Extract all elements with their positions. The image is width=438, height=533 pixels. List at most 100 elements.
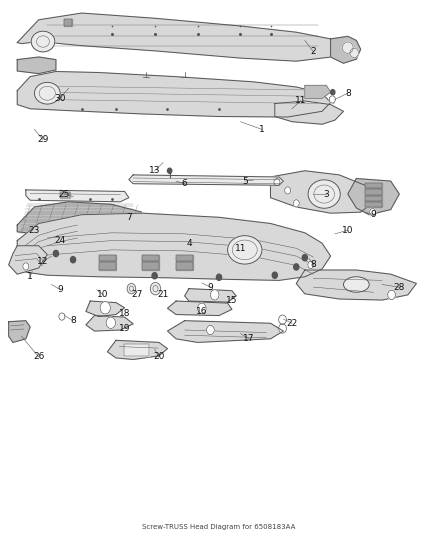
Circle shape [293, 200, 299, 207]
Text: 9: 9 [208, 282, 213, 292]
Text: 9: 9 [371, 210, 376, 219]
Text: 11: 11 [295, 96, 306, 106]
Bar [99, 255, 116, 261]
Polygon shape [17, 202, 142, 234]
Circle shape [198, 303, 206, 313]
Polygon shape [348, 179, 399, 215]
Bar [365, 189, 382, 195]
Text: 16: 16 [196, 307, 208, 316]
Text: 2: 2 [311, 47, 316, 56]
Polygon shape [185, 289, 236, 302]
Polygon shape [17, 71, 331, 117]
Ellipse shape [350, 49, 358, 58]
Circle shape [207, 325, 214, 335]
Text: 13: 13 [149, 166, 160, 175]
Polygon shape [17, 57, 56, 74]
Bar [64, 19, 72, 26]
Polygon shape [331, 36, 360, 63]
Polygon shape [275, 101, 343, 124]
Text: 26: 26 [33, 352, 44, 361]
Text: 1: 1 [259, 125, 265, 134]
Bar [99, 255, 116, 261]
Circle shape [294, 264, 299, 270]
Text: 23: 23 [29, 226, 40, 235]
Text: 9: 9 [57, 285, 63, 294]
Circle shape [331, 90, 335, 95]
Text: 27: 27 [132, 290, 143, 300]
Circle shape [370, 208, 376, 216]
Bar [99, 262, 116, 270]
Bar [365, 196, 382, 201]
Ellipse shape [343, 277, 369, 292]
Polygon shape [9, 321, 30, 342]
Circle shape [59, 313, 65, 320]
Polygon shape [17, 13, 339, 61]
Circle shape [167, 168, 172, 173]
Text: 18: 18 [119, 310, 131, 319]
Circle shape [53, 251, 58, 256]
Circle shape [216, 274, 222, 280]
Circle shape [210, 290, 219, 300]
Circle shape [127, 284, 136, 294]
Polygon shape [86, 301, 124, 317]
Polygon shape [271, 171, 374, 213]
Polygon shape [86, 316, 133, 331]
Text: 3: 3 [323, 190, 329, 198]
Text: 12: 12 [37, 257, 49, 266]
Ellipse shape [343, 42, 353, 53]
Text: 24: 24 [55, 236, 66, 245]
Circle shape [100, 302, 110, 314]
Bar [142, 255, 159, 261]
Bar [176, 262, 193, 270]
Bar [176, 255, 193, 261]
Ellipse shape [308, 180, 340, 208]
Bar [142, 262, 159, 270]
Polygon shape [107, 341, 167, 359]
Polygon shape [305, 85, 331, 99]
Text: 17: 17 [243, 334, 255, 343]
Text: 10: 10 [342, 226, 353, 235]
Text: 6: 6 [182, 179, 187, 188]
Bar [142, 255, 159, 261]
Circle shape [279, 324, 286, 333]
Text: 10: 10 [97, 290, 109, 300]
Circle shape [329, 96, 336, 103]
Text: 8: 8 [345, 88, 351, 98]
Text: 21: 21 [158, 290, 169, 300]
Polygon shape [129, 175, 283, 185]
Circle shape [274, 179, 280, 186]
Text: 8: 8 [70, 316, 76, 325]
Bar [176, 255, 193, 261]
Circle shape [285, 187, 291, 194]
Circle shape [71, 256, 76, 263]
Bar [64, 19, 72, 26]
Text: 11: 11 [235, 244, 246, 253]
Text: 28: 28 [394, 282, 405, 292]
Bar [60, 192, 70, 198]
Polygon shape [17, 213, 331, 280]
Polygon shape [9, 246, 47, 274]
Circle shape [106, 317, 116, 328]
Polygon shape [296, 270, 417, 300]
Bar [365, 202, 382, 207]
Text: 22: 22 [286, 319, 297, 328]
Circle shape [150, 282, 161, 295]
Text: 30: 30 [54, 94, 66, 103]
Bar [365, 202, 382, 207]
Text: 7: 7 [126, 213, 132, 222]
Bar [124, 344, 149, 356]
Polygon shape [167, 321, 283, 342]
Polygon shape [167, 301, 232, 316]
Bar [60, 192, 70, 198]
Bar [365, 183, 382, 188]
Bar [176, 262, 193, 270]
Circle shape [152, 272, 157, 279]
Circle shape [23, 263, 29, 270]
Circle shape [308, 261, 314, 269]
Circle shape [302, 255, 307, 261]
Ellipse shape [228, 236, 262, 264]
Bar [365, 196, 382, 201]
Text: Screw-TRUSS Head Diagram for 6508183AA: Screw-TRUSS Head Diagram for 6508183AA [142, 524, 296, 530]
Text: 1: 1 [27, 272, 33, 281]
Bar [142, 262, 159, 270]
